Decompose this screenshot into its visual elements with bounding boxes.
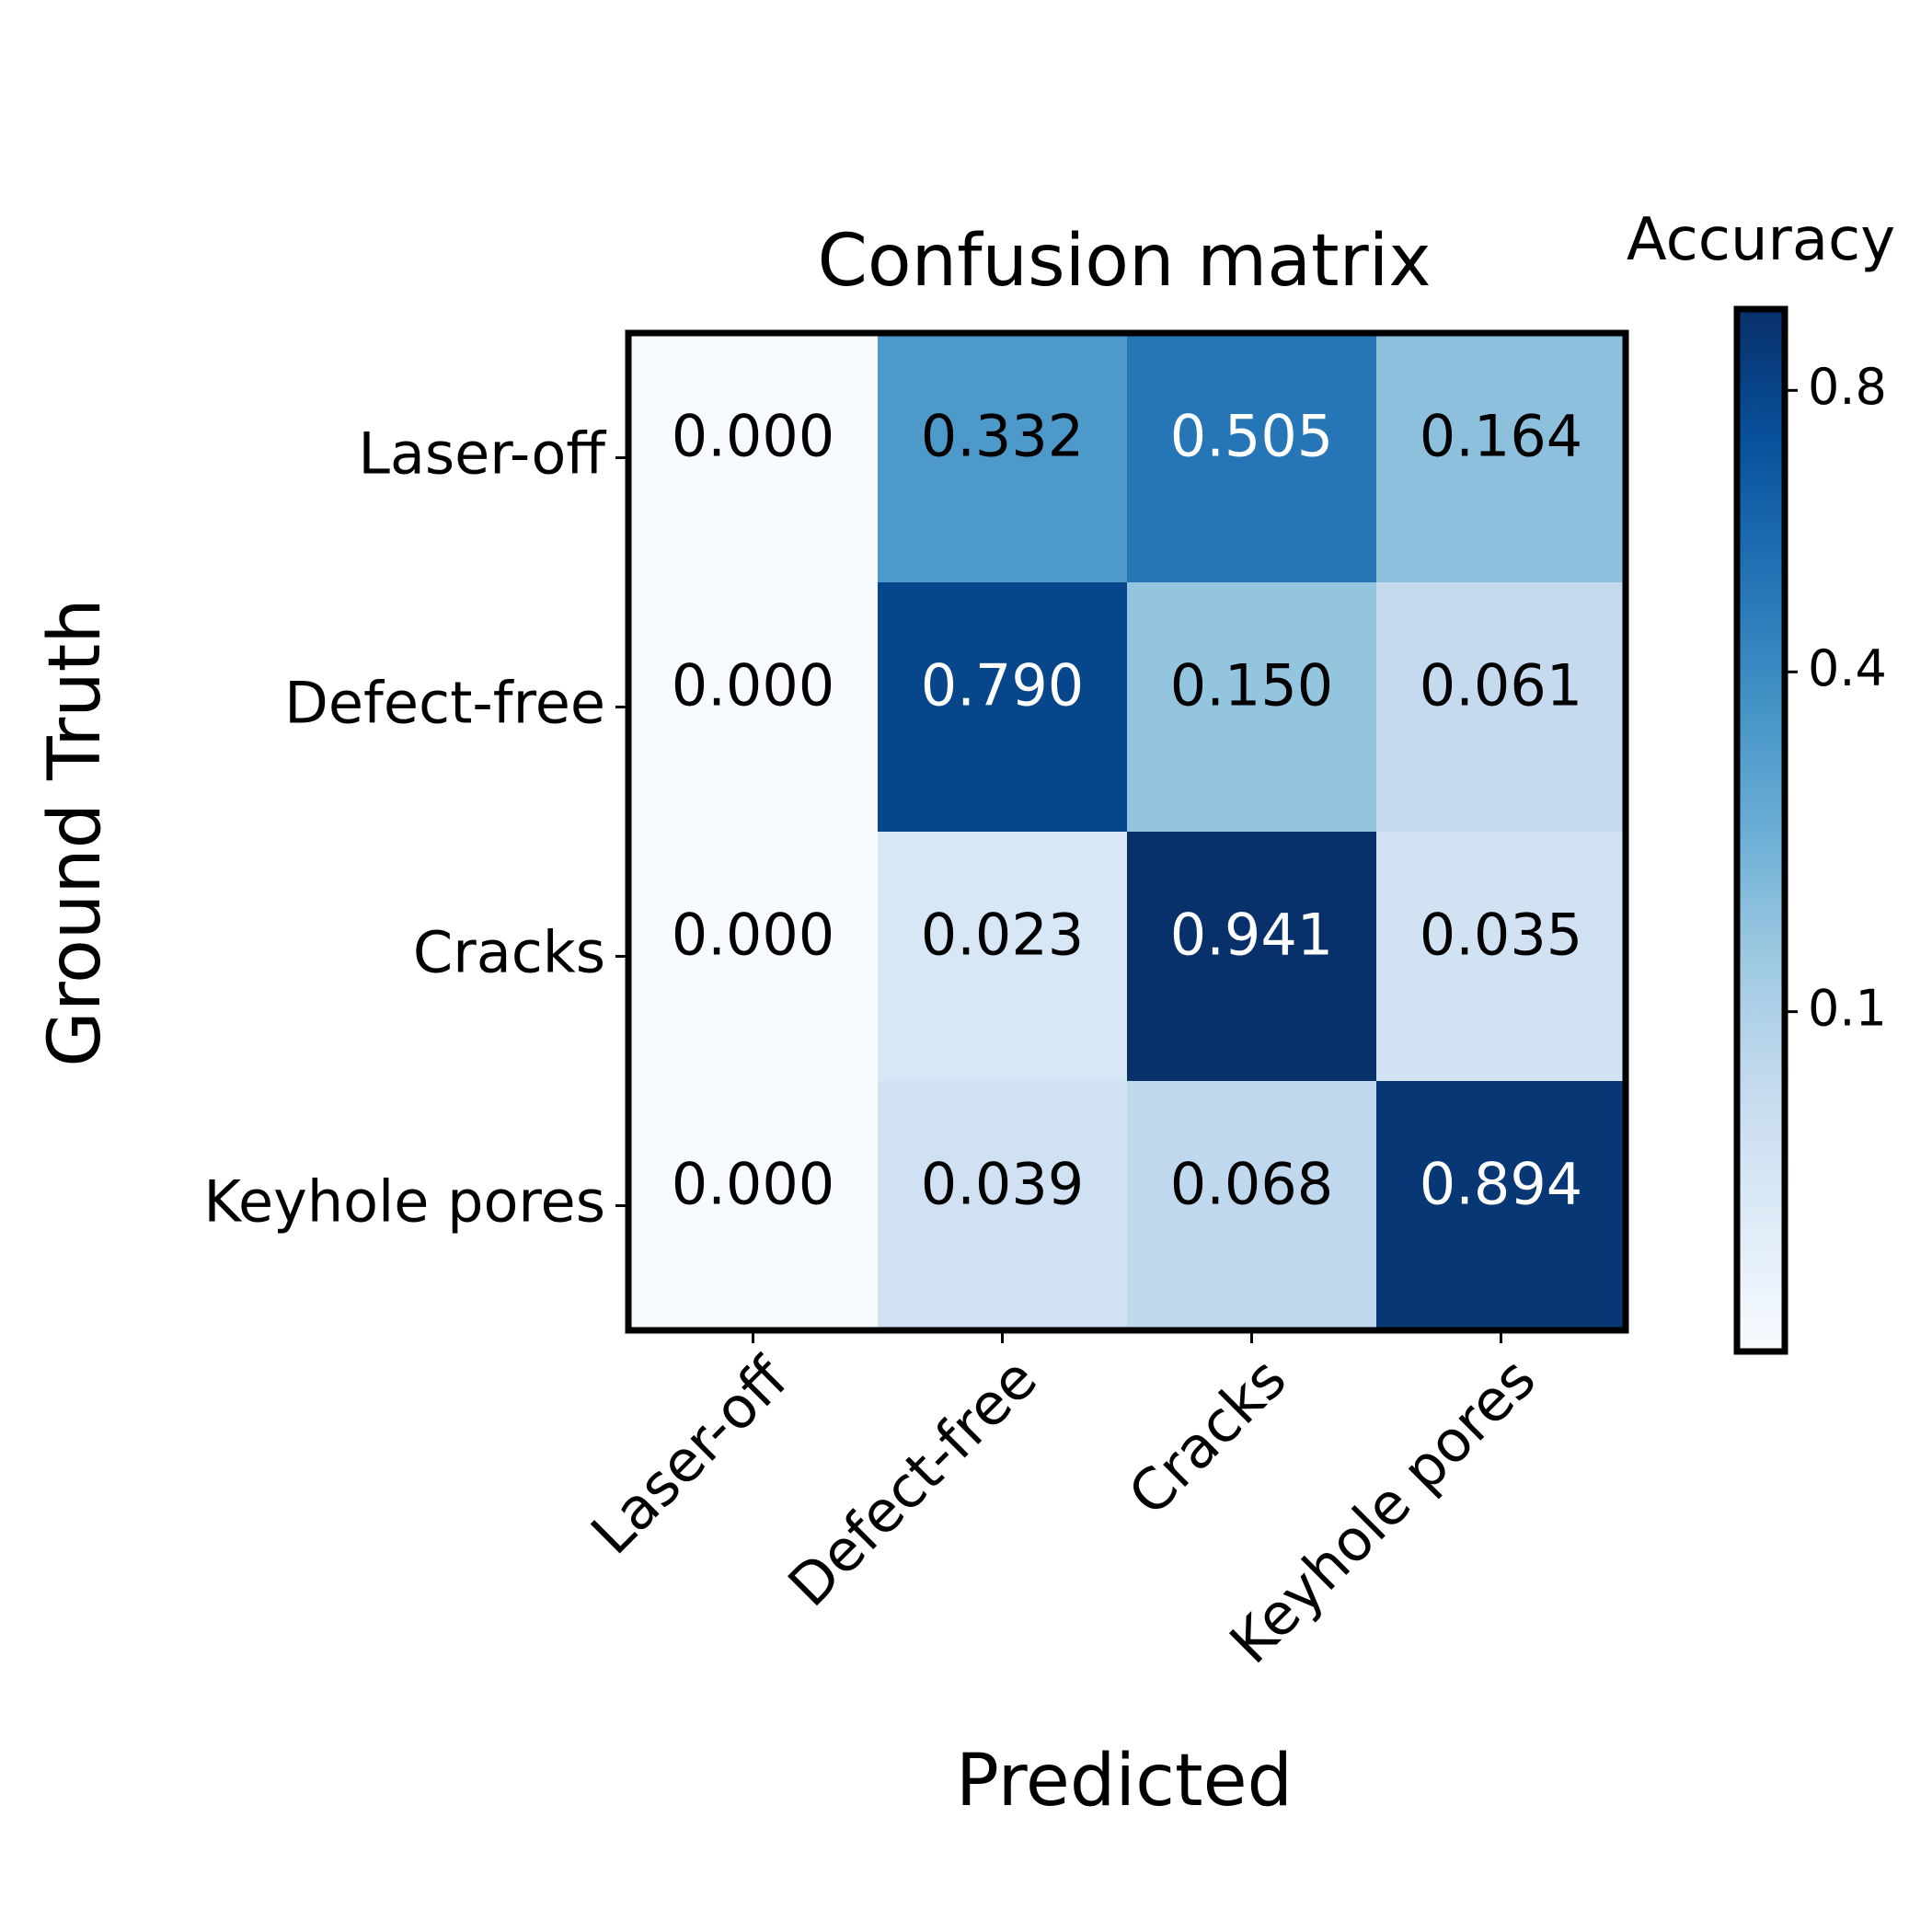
colorbar-frame (1733, 305, 1788, 1355)
cell-value-label: 0.000 (672, 652, 835, 719)
colorbar-gradient (1737, 309, 1785, 1351)
cell-value-label: 0.023 (921, 902, 1085, 969)
heatmap-cell (1127, 832, 1376, 1081)
y-tick-label: Laser-off (358, 420, 606, 488)
y-axis-ticks: Laser-off Defect-free Cracks Keyhole pores (203, 420, 628, 1236)
x-tick-label: Cracks (1115, 1345, 1298, 1528)
cell-value-label: 0.000 (672, 403, 835, 470)
cell-value-label: 0.941 (1170, 902, 1334, 969)
heatmap-cell (1376, 832, 1626, 1081)
colorbar: 0.1 0.4 0.8 (1733, 305, 1887, 1355)
y-axis-label: Ground Truth (34, 598, 117, 1066)
heatmap-cell (628, 832, 878, 1081)
cell-value-label: 0.000 (672, 902, 835, 969)
colorbar-label: Accuracy (1627, 206, 1895, 274)
colorbar-tick-label: 0.8 (1808, 358, 1887, 416)
heatmap-cell (628, 333, 878, 582)
heatmap-cell (1376, 1081, 1626, 1330)
cell-value-label: 0.150 (1170, 652, 1334, 719)
heatmap-cell (878, 582, 1127, 832)
cell-value-label: 0.039 (921, 1151, 1085, 1218)
heatmap-cell (1376, 333, 1626, 582)
cell-value-label: 0.000 (672, 1151, 835, 1218)
cell-value-label: 0.035 (1420, 902, 1583, 969)
heatmap-cell (1376, 582, 1626, 832)
heatmap-cell (1127, 582, 1376, 832)
y-tick-label: Keyhole pores (203, 1168, 605, 1236)
colorbar-tick-label: 0.4 (1808, 639, 1887, 697)
heatmap-cell (1127, 333, 1376, 582)
heatmap-cell (878, 1081, 1127, 1330)
x-axis-label: Predicted (956, 1740, 1293, 1823)
cell-value-label: 0.332 (921, 403, 1085, 470)
y-tick-label: Cracks (413, 919, 605, 986)
cell-value-label: 0.068 (1170, 1151, 1334, 1218)
colorbar-tick-label: 0.1 (1808, 979, 1887, 1037)
cell-value-label: 0.061 (1420, 652, 1583, 719)
chart-title: Confusion matrix (817, 220, 1431, 303)
heatmap-cell (1127, 1081, 1376, 1330)
heatmap-cell (878, 832, 1127, 1081)
cell-value-label: 0.505 (1170, 403, 1334, 470)
heatmap-cell (878, 333, 1127, 582)
cell-value-label: 0.164 (1420, 403, 1583, 470)
heatmap-cell (628, 1081, 878, 1330)
x-tick-label: Defect-free (776, 1345, 1050, 1619)
matrix-frame (625, 329, 1629, 1334)
cell-value-label: 0.790 (921, 652, 1085, 719)
heatmap-matrix: 0.000 0.332 0.505 0.164 0.000 0.790 0.150 0.061… (625, 329, 1629, 1334)
y-tick-label: Defect-free (284, 670, 605, 737)
x-tick-label: Laser-off (578, 1344, 801, 1568)
cell-value-label: 0.894 (1420, 1151, 1583, 1218)
heatmap-cell (628, 582, 878, 832)
